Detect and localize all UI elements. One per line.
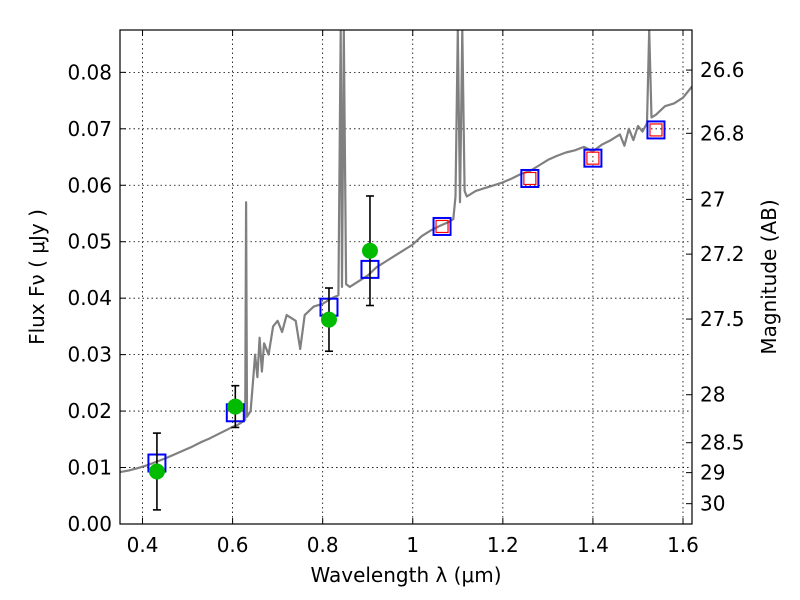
observed-flux-point (227, 398, 244, 415)
observed-photometry-marker (523, 171, 537, 186)
y-tick-label: 0.02 (67, 399, 112, 423)
y-tick-label: 0.05 (67, 230, 112, 254)
y2-tick-label: 27 (700, 187, 725, 211)
x-tick-label: 0.4 (127, 533, 159, 557)
model-photometry-marker (520, 168, 540, 188)
model-photometry-marker (432, 216, 452, 236)
y2-tick-label: 29 (700, 461, 725, 485)
model-photometry-marker (583, 148, 603, 168)
observed-photometry-marker (586, 151, 600, 165)
y2-tick-label: 26.6 (700, 58, 745, 82)
y2-tick-label: 30 (700, 492, 725, 516)
marker-layer (147, 120, 666, 511)
y-tick-label: 0.00 (67, 512, 112, 536)
plot-frame (119, 29, 693, 525)
observed-flux-point (361, 242, 378, 259)
y-axis-label: Flux Fν ( μJy ) (25, 209, 49, 345)
y-tick-label: 0.06 (67, 173, 112, 197)
spectrum-line (120, 30, 692, 474)
y-tick-label: 0.07 (67, 117, 112, 141)
y-tick-label: 0.01 (67, 456, 112, 480)
observed-photometry-marker (649, 123, 663, 137)
x-axis-label: Wavelength λ (μm) (310, 563, 501, 587)
x-tick-label: 1.4 (577, 533, 609, 557)
x-tick-label: 1.6 (667, 533, 699, 557)
observed-flux-point (148, 463, 165, 480)
y-tick-label: 0.04 (67, 286, 112, 310)
observed-photometry-marker (435, 219, 449, 234)
x-tick-label: 0.8 (307, 533, 339, 557)
y2-tick-label: 27.2 (700, 242, 745, 266)
x-tick-label: 1 (406, 533, 419, 557)
observed-flux-point (320, 311, 337, 328)
y2-axis-label: Magnitude (AB) (757, 199, 781, 354)
y2-tick-label: 26.8 (700, 121, 745, 145)
axes: 0.4 0.6 0.8 1 1.2 1.4 1.6 0.00 0.01 0.02 0.03 0.04 0… (67, 30, 745, 557)
x-tick-label: 1.2 (487, 533, 519, 557)
x-tick-label: 0.6 (217, 533, 249, 557)
spectrum-layer (120, 30, 692, 474)
y2-tick-label: 28.5 (700, 431, 745, 455)
y2-tick-label: 27.5 (700, 307, 745, 331)
model-photometry-marker (646, 120, 666, 140)
grid (120, 30, 692, 525)
y-tick-label: 0.03 (67, 343, 112, 367)
y-tick-label: 0.08 (67, 60, 112, 84)
y2-tick-label: 28 (700, 383, 725, 407)
